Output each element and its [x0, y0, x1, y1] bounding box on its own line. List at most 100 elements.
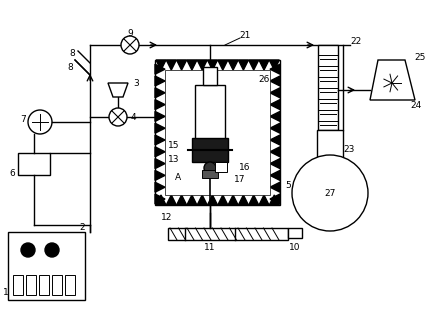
Text: 11: 11 [204, 243, 216, 251]
Circle shape [292, 155, 368, 231]
Polygon shape [270, 194, 280, 204]
Polygon shape [197, 195, 207, 205]
Polygon shape [187, 60, 197, 70]
Polygon shape [208, 195, 218, 205]
Bar [203, 67, 217, 85]
Polygon shape [218, 195, 228, 205]
Bar [318, 45, 338, 130]
Circle shape [21, 243, 35, 257]
Bar [39, 275, 49, 295]
Bar [215, 162, 227, 172]
Bar [26, 275, 36, 295]
Bar [65, 275, 75, 295]
Polygon shape [155, 123, 165, 133]
Polygon shape [270, 135, 280, 145]
Polygon shape [270, 76, 280, 86]
Text: A: A [175, 173, 181, 181]
Circle shape [121, 36, 139, 54]
Text: 1: 1 [3, 288, 9, 297]
Polygon shape [218, 60, 228, 70]
Text: 16: 16 [239, 163, 251, 171]
Polygon shape [370, 60, 415, 100]
Text: 10: 10 [289, 243, 301, 251]
Text: 7: 7 [20, 114, 26, 123]
Polygon shape [249, 195, 259, 205]
Text: 15: 15 [168, 140, 180, 150]
Bar [8, 232, 85, 300]
Polygon shape [270, 182, 280, 192]
Polygon shape [270, 100, 280, 110]
Circle shape [204, 162, 216, 174]
Polygon shape [108, 83, 128, 97]
Circle shape [45, 243, 59, 257]
Text: 9: 9 [127, 28, 133, 37]
Bar [18, 153, 50, 175]
Polygon shape [249, 60, 259, 70]
Polygon shape [155, 135, 165, 145]
Polygon shape [269, 60, 279, 70]
Polygon shape [177, 60, 187, 70]
Text: 26: 26 [259, 76, 270, 84]
Text: 22: 22 [351, 37, 361, 47]
Text: 25: 25 [414, 53, 426, 61]
Polygon shape [155, 194, 165, 204]
Bar [52, 275, 62, 295]
Polygon shape [155, 64, 165, 74]
Polygon shape [155, 170, 165, 180]
Circle shape [109, 108, 127, 126]
Polygon shape [238, 60, 249, 70]
Text: 2: 2 [79, 222, 85, 232]
Polygon shape [155, 147, 165, 157]
Bar [288, 228, 302, 238]
Bar [155, 60, 280, 205]
Text: 3: 3 [133, 78, 139, 88]
Polygon shape [197, 60, 207, 70]
Polygon shape [208, 60, 218, 70]
Bar [317, 130, 343, 160]
Polygon shape [259, 60, 269, 70]
Bar [192, 138, 228, 162]
Text: 6: 6 [9, 169, 15, 179]
Text: 21: 21 [239, 31, 251, 39]
Bar [13, 275, 23, 295]
Polygon shape [238, 195, 249, 205]
Bar [195, 85, 225, 140]
Polygon shape [166, 195, 176, 205]
Bar [165, 70, 270, 195]
Polygon shape [155, 182, 165, 192]
Text: 5: 5 [285, 180, 291, 190]
Polygon shape [270, 112, 280, 121]
Polygon shape [166, 60, 176, 70]
Text: 17: 17 [234, 175, 246, 185]
Polygon shape [228, 195, 238, 205]
Text: 24: 24 [410, 100, 422, 110]
Polygon shape [155, 88, 165, 98]
Polygon shape [270, 123, 280, 133]
Polygon shape [270, 64, 280, 74]
Polygon shape [270, 88, 280, 98]
Polygon shape [177, 195, 187, 205]
Text: 8: 8 [67, 62, 73, 72]
Polygon shape [270, 147, 280, 157]
Text: 27: 27 [324, 188, 336, 198]
Polygon shape [269, 195, 279, 205]
Polygon shape [259, 195, 269, 205]
Polygon shape [270, 170, 280, 180]
Polygon shape [155, 76, 165, 86]
Text: 23: 23 [343, 146, 354, 154]
Polygon shape [228, 60, 238, 70]
Text: 4: 4 [130, 112, 136, 122]
Polygon shape [187, 195, 197, 205]
Text: 8: 8 [69, 49, 75, 58]
Bar [168, 228, 288, 240]
Polygon shape [156, 195, 166, 205]
Polygon shape [155, 100, 165, 110]
Polygon shape [155, 112, 165, 121]
Polygon shape [155, 158, 165, 169]
Text: 13: 13 [168, 156, 180, 164]
Polygon shape [156, 60, 166, 70]
Bar [202, 170, 218, 178]
Text: 12: 12 [160, 214, 172, 222]
Circle shape [28, 110, 52, 134]
Polygon shape [270, 158, 280, 169]
